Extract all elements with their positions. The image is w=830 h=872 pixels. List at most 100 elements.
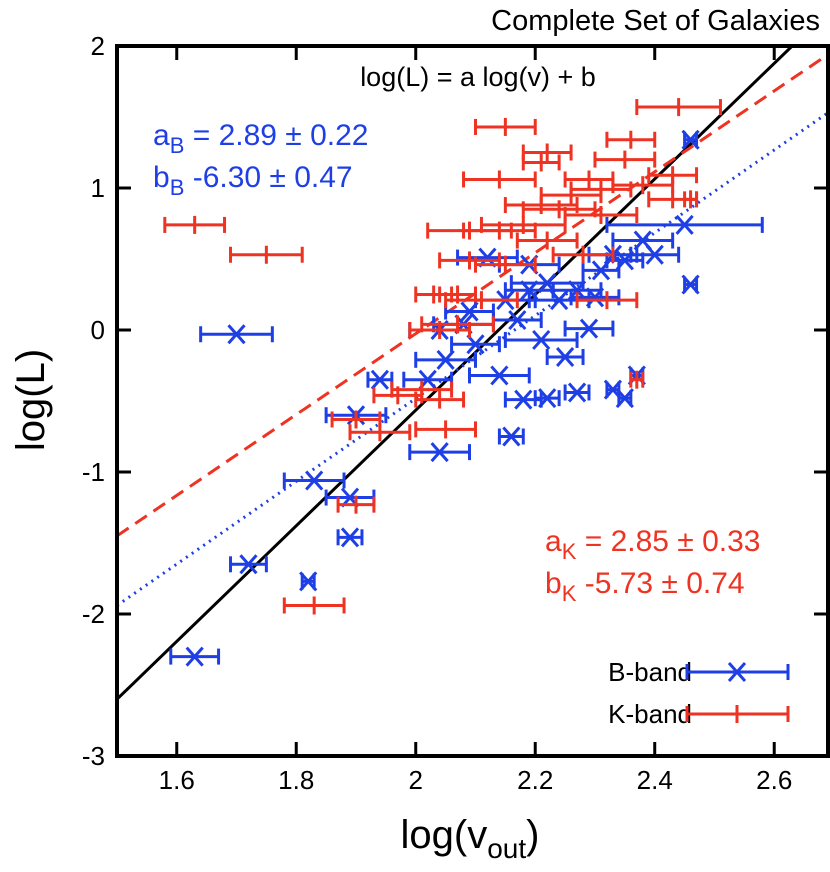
- data-point: [605, 130, 657, 149]
- data-point: [299, 571, 318, 592]
- data-point: [456, 247, 519, 268]
- legend-marker: [685, 662, 790, 682]
- data-point: [563, 318, 615, 339]
- data-point: [683, 190, 699, 209]
- marker: [466, 334, 485, 355]
- marker: [185, 646, 204, 667]
- marker: [502, 426, 521, 447]
- y-tick-label: -1: [82, 457, 105, 487]
- data-point: [282, 596, 346, 615]
- data-point: [681, 129, 700, 150]
- data-point: [551, 245, 615, 264]
- marker: [681, 129, 700, 150]
- annotation: aK = 2.85 ± 0.33: [545, 525, 760, 564]
- marker: [460, 301, 479, 322]
- marker: [633, 230, 652, 251]
- data-point: [521, 153, 561, 172]
- annotation-sub: K: [562, 581, 577, 606]
- data-point: [581, 260, 621, 281]
- marker: [227, 324, 246, 345]
- data-point: [503, 389, 543, 410]
- data-point: [563, 205, 639, 224]
- marker: [436, 349, 455, 370]
- y-tick-label: 1: [91, 173, 105, 203]
- data-point: [348, 423, 412, 442]
- annotation-text: log(L) = a log(v) + b: [360, 62, 596, 92]
- data-point: [545, 346, 585, 367]
- data-point: [497, 426, 525, 447]
- fit-line: [117, 46, 794, 701]
- data-point: [635, 98, 722, 117]
- marker: [645, 244, 664, 265]
- annotation-rest: = 2.85 ± 0.33: [576, 525, 760, 558]
- annotation-text: b: [153, 161, 170, 194]
- marker: [239, 554, 258, 575]
- data-point: [414, 349, 477, 370]
- x-tick-label: 2.6: [756, 765, 792, 795]
- chart-title: Complete Set of Galaxies: [491, 5, 820, 37]
- marker: [727, 662, 747, 682]
- data-point: [438, 251, 501, 270]
- marker: [615, 388, 634, 409]
- data-point: [503, 329, 579, 350]
- data-point: [450, 334, 501, 355]
- data-point: [282, 470, 346, 491]
- x-tick-label: 2: [409, 765, 423, 795]
- data-point: [521, 143, 573, 162]
- data-point: [336, 495, 376, 514]
- data-point: [414, 420, 477, 439]
- marker: [579, 318, 599, 339]
- data-point: [324, 487, 376, 508]
- data-point: [229, 245, 304, 264]
- legend-label: B-band: [608, 657, 692, 687]
- y-tick-label: -3: [82, 741, 105, 771]
- data-point: [336, 527, 364, 548]
- x-axis-label-sub: out: [487, 833, 526, 864]
- marker: [532, 329, 551, 350]
- annotation: log(L) = a log(v) + b: [360, 62, 596, 92]
- legend-label: K-band: [608, 699, 692, 729]
- data-point: [420, 315, 495, 334]
- data-point: [647, 166, 699, 185]
- data-point: [462, 170, 537, 189]
- x-tick-label: 2.2: [517, 765, 553, 795]
- data-point: [366, 369, 394, 390]
- marker: [430, 442, 449, 463]
- marker: [508, 310, 527, 331]
- data-point: [575, 291, 639, 310]
- marker: [567, 382, 587, 403]
- data-point: [163, 215, 227, 234]
- annotation: bK -5.73 ± 0.74: [545, 567, 745, 606]
- data-point: [468, 365, 531, 386]
- data-point: [533, 388, 561, 409]
- annotation-rest: -6.30 ± 0.47: [184, 161, 352, 194]
- data-point: [605, 214, 764, 235]
- data-point: [515, 231, 579, 250]
- data-point: [444, 301, 495, 322]
- data-point: [629, 370, 645, 389]
- data-point: [199, 324, 274, 345]
- annotation-sub: B: [170, 175, 185, 200]
- marker: [675, 214, 694, 235]
- data-point: [330, 410, 382, 429]
- annotation-text: a: [153, 119, 170, 152]
- data-point: [473, 117, 537, 136]
- data-point: [569, 287, 621, 308]
- x-tick-label: 1.6: [159, 765, 195, 795]
- data-point: [414, 390, 466, 409]
- annotation-rest: = 2.89 ± 0.22: [184, 119, 368, 152]
- y-tick-label: 2: [91, 31, 105, 61]
- marker: [550, 290, 569, 311]
- marker: [514, 389, 533, 410]
- legend-marker: [685, 705, 790, 723]
- data-point: [563, 382, 591, 403]
- y-axis-label: log(L): [9, 349, 53, 451]
- data-point: [593, 150, 657, 169]
- marker: [490, 365, 509, 386]
- plot-frame: [115, 44, 830, 758]
- marker: [555, 346, 575, 367]
- annotation-rest: -5.73 ± 0.74: [576, 567, 744, 600]
- marker: [305, 470, 324, 491]
- x-tick-label: 2.4: [637, 765, 673, 795]
- data-point: [169, 646, 221, 667]
